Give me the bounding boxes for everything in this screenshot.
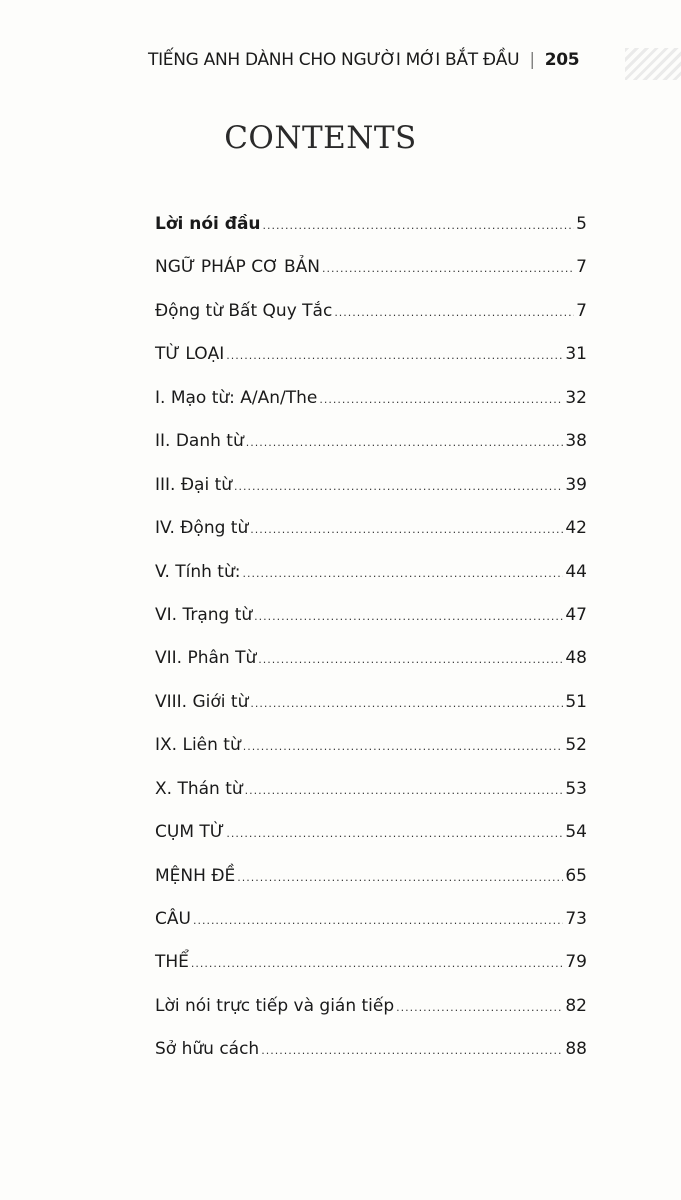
toc-entry: VI. Trạng từ 47 [155,605,587,648]
dot-leader [193,914,563,927]
dot-leader [191,957,563,970]
dot-leader [261,1044,563,1057]
toc-entry-page: 73 [565,909,587,929]
toc-entry-page: 79 [565,952,587,973]
dot-leader [250,697,563,710]
dot-leader [250,523,563,536]
toc-entry-page: 7 [576,300,587,321]
table-of-contents: Lời nói đầu5NGỮ PHÁP CƠ BẢN7Động từ Bất … [155,214,587,1083]
toc-entry-page: 38 [565,431,587,452]
toc-entry-page: 65 [565,865,587,886]
dot-leader [243,740,564,753]
toc-entry-label: CÂU [155,909,191,929]
toc-entry-label: MỆNH ĐỀ [155,865,236,886]
toc-entry: II. Danh từ 38 [155,431,587,474]
toc-entry-label: TỪ LOẠI [155,344,225,365]
toc-entry: TỪ LOẠI 31 [155,344,587,387]
dot-leader [322,262,574,275]
header-separator: | [529,50,535,70]
toc-entry-label: I. Mạo từ: A/An/The [155,387,318,408]
toc-entry-label: CỤM TỪ [155,822,225,843]
toc-entry-page: 52 [565,735,587,756]
toc-entry-page: 47 [565,604,587,625]
toc-entry: CÂU 73 [155,909,587,952]
page-number: 205 [544,50,580,70]
toc-entry-label: Lời nói đầu [155,214,261,234]
toc-entry-page: 31 [565,344,587,365]
toc-entry-label: IX. Liên từ [155,735,241,756]
dot-leader [263,219,575,232]
toc-entry: Lời nói đầu 5 [155,214,587,257]
toc-entry-label: THỂ [155,952,189,973]
toc-entry: V. Tính từ: 44 [155,562,587,605]
toc-entry: IX. Liên từ 52 [155,735,587,778]
dot-leader [319,393,563,406]
toc-entry: NGỮ PHÁP CƠ BẢN 7 [155,257,587,300]
toc-entry-page: 7 [576,257,587,278]
toc-entry: CỤM TỪ 54 [155,822,587,865]
toc-entry-label: Sở hữu cách [155,1039,260,1060]
toc-entry: IV. Động từ 42 [155,518,587,561]
toc-entry: III. Đại từ 39 [155,475,587,518]
decorative-pattern [625,48,681,80]
toc-entry-label: NGỮ PHÁP CƠ BẢN [155,257,321,278]
toc-entry-page: 82 [565,995,587,1016]
dot-leader [234,480,563,493]
toc-entry: X. Thán từ 53 [155,779,587,822]
toc-entry-label: Động từ Bất Quy Tắc [155,300,333,321]
toc-entry-label: VIII. Giới từ [155,691,249,712]
toc-entry-page: 51 [565,691,587,712]
toc-entry-label: II. Danh từ [155,431,244,452]
toc-entry: THỂ 79 [155,952,587,995]
toc-entry: Sở hữu cách 88 [155,1039,587,1082]
toc-entry-page: 42 [565,518,587,539]
toc-entry-page: 54 [565,822,587,843]
running-title: TIẾNG ANH DÀNH CHO NGƯỜI MỚI BẮT ĐẦU [148,50,520,70]
toc-entry-page: 32 [565,387,587,408]
dot-leader [245,784,564,797]
toc-entry-label: Lời nói trực tiếp và gián tiếp [155,995,395,1016]
dot-leader [246,436,564,449]
toc-entry-page: 53 [565,778,587,799]
toc-entry: I. Mạo từ: A/An/The 32 [155,388,587,431]
toc-entry: Động từ Bất Quy Tắc 7 [155,301,587,344]
toc-entry-label: VI. Trạng từ [155,604,253,625]
page-title: CONTENTS [224,120,417,156]
toc-entry-label: VII. Phân Từ [155,648,257,669]
toc-entry-label: V. Tính từ: [155,561,241,582]
toc-entry-label: III. Đại từ [155,474,233,495]
dot-leader [242,567,563,580]
dot-leader [254,610,563,623]
toc-entry-label: X. Thán từ [155,778,243,799]
toc-entry-page: 44 [565,561,587,582]
dot-leader [226,827,563,840]
running-header: TIẾNG ANH DÀNH CHO NGƯỜI MỚI BẮT ĐẦU | 2… [148,50,580,70]
dot-leader [334,306,574,319]
dot-leader [226,349,563,362]
toc-entry: Lời nói trực tiếp và gián tiếp 82 [155,996,587,1039]
toc-entry: VII. Phân Từ 48 [155,648,587,691]
dot-leader [396,1001,563,1014]
dot-leader [258,653,563,666]
toc-entry: MỆNH ĐỀ 65 [155,866,587,909]
toc-entry-page: 5 [576,214,587,234]
toc-entry-page: 39 [565,474,587,495]
toc-entry-page: 48 [565,648,587,669]
toc-entry: VIII. Giới từ 51 [155,692,587,735]
toc-entry-label: IV. Động từ [155,518,249,539]
toc-entry-page: 88 [565,1039,587,1060]
dot-leader [237,871,563,884]
